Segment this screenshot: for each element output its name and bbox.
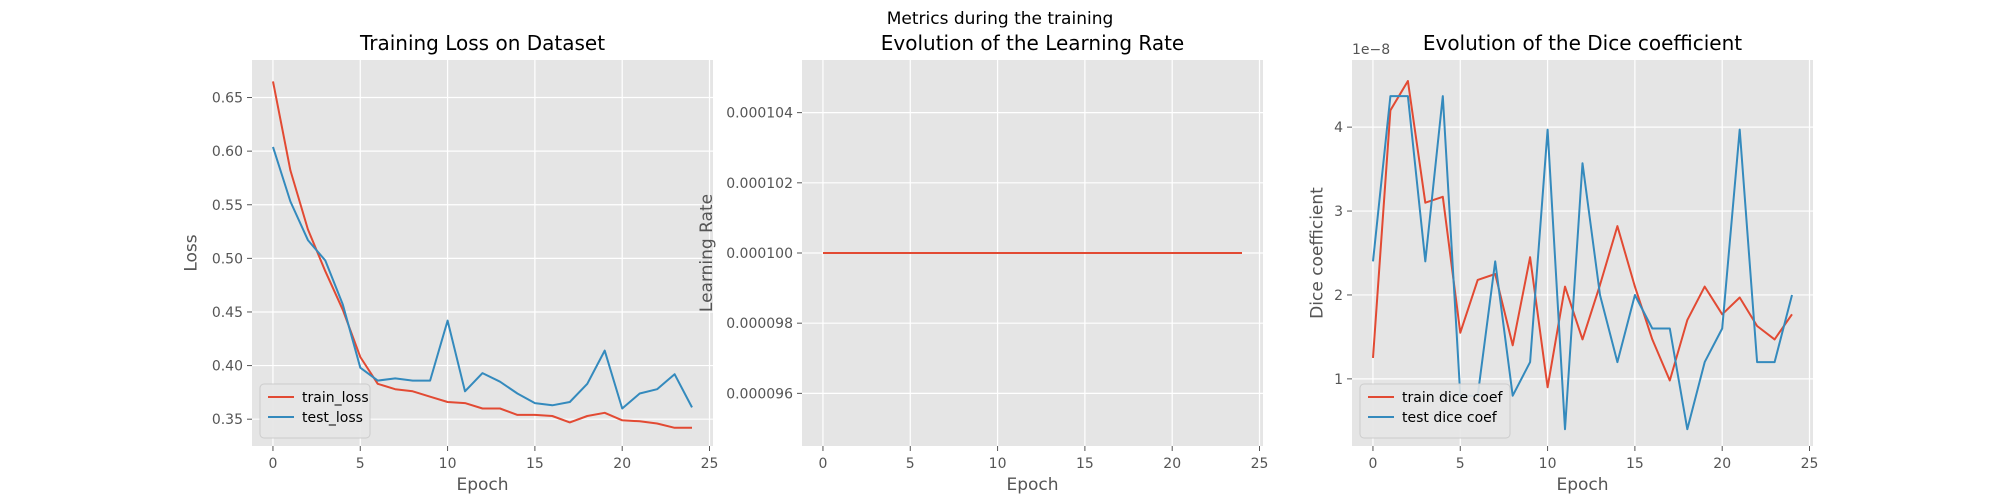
y-tick-label: 0.40 — [212, 359, 243, 375]
x-tick-label: 25 — [1801, 456, 1819, 472]
x-tick-label: 15 — [526, 456, 544, 472]
x-tick-label: 25 — [1251, 456, 1269, 472]
y-tick-label: 1 — [1334, 372, 1343, 388]
legend: train dice coef test dice coef — [1359, 383, 1511, 439]
x-tick-label: 15 — [1076, 456, 1094, 472]
x-tick-label: 5 — [906, 456, 915, 472]
y-tick-label: 0.60 — [212, 144, 243, 160]
x-tick-label: 0 — [1368, 456, 1377, 472]
y-tick-label: 0.50 — [212, 251, 243, 267]
series-line-2 — [1372, 95, 1793, 431]
y-tick-label: 0.000102 — [726, 176, 793, 192]
y-tick-label: 4 — [1334, 120, 1343, 136]
y-tick-label: 0.45 — [212, 305, 243, 321]
chart-panel-1: 0 5 10 15 20 25 0.35 0.40 0.45 0.50 0.55 0.60 0.65 Tr… — [182, 31, 719, 495]
series-line-1 — [1372, 80, 1793, 389]
legend: train_loss test_loss — [259, 383, 371, 439]
y-axis-label: Loss — [182, 234, 202, 271]
y-tick-label: 0.000098 — [726, 316, 793, 332]
y-tick-label: 0.65 — [212, 91, 243, 107]
x-tick-label: 15 — [1626, 456, 1644, 472]
y-tick-label: 0.000096 — [726, 386, 793, 402]
y-tick-label: 0.35 — [212, 412, 243, 428]
x-tick-label: 0 — [268, 456, 277, 472]
legend-label: train dice coef — [1402, 390, 1503, 406]
chart-title: Evolution of the Dice coefficient — [1423, 31, 1742, 55]
x-tick-label: 0 — [818, 456, 827, 472]
x-tick-label: 10 — [1539, 456, 1557, 472]
x-tick-label: 25 — [701, 456, 719, 472]
series-line-1 — [272, 81, 692, 429]
legend-label: train_loss — [302, 390, 369, 406]
x-tick-label: 10 — [989, 456, 1007, 472]
chart-panel-3: 0 5 10 15 20 25 1 2 3 4 Evolution of the Dice coef… — [1307, 31, 1818, 495]
legend-label: test dice coef — [1402, 410, 1498, 426]
chart-title: Evolution of the Learning Rate — [881, 31, 1184, 55]
y-tick-label: 0.000100 — [726, 246, 793, 262]
x-tick-label: 20 — [1163, 456, 1181, 472]
x-axis-label: Epoch — [456, 475, 508, 495]
y-axis-label: Learning Rate — [697, 194, 717, 312]
x-tick-label: 5 — [1456, 456, 1465, 472]
plot-area — [252, 60, 713, 446]
plot-area — [1352, 60, 1813, 446]
chart-panel-2: 0 5 10 15 20 25 0.000096 0.000098 0.000100 0.0001… — [697, 31, 1268, 495]
series-line-2 — [272, 146, 693, 410]
y-offset-label: 1e−8 — [1352, 42, 1390, 58]
chart-title: Training Loss on Dataset — [359, 31, 605, 55]
figure-suptitle: Metrics during the training — [887, 9, 1114, 29]
legend-box — [1359, 383, 1511, 439]
legend-label: test_loss — [302, 410, 363, 426]
y-axis-label: Dice coefficient — [1307, 187, 1327, 319]
x-axis-label: Epoch — [1006, 475, 1058, 495]
x-tick-label: 20 — [1713, 456, 1731, 472]
x-tick-label: 10 — [439, 456, 457, 472]
y-tick-label: 2 — [1334, 288, 1343, 304]
y-tick-label: 3 — [1334, 204, 1343, 220]
x-axis-label: Epoch — [1556, 475, 1608, 495]
x-tick-label: 20 — [613, 456, 631, 472]
x-tick-label: 5 — [356, 456, 365, 472]
y-tick-label: 0.000104 — [726, 106, 793, 122]
y-tick-label: 0.55 — [212, 198, 243, 214]
